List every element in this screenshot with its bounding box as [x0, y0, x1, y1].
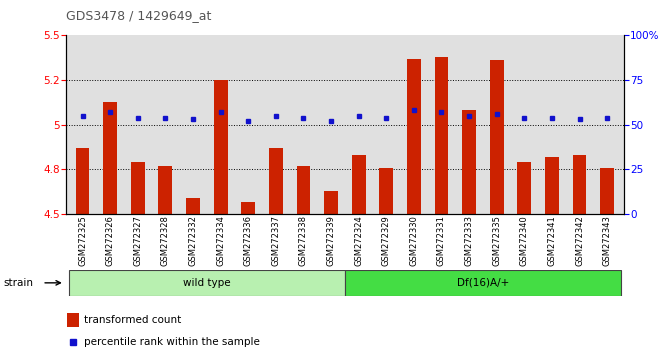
Text: GDS3478 / 1429649_at: GDS3478 / 1429649_at	[66, 9, 211, 22]
Text: GSM272342: GSM272342	[575, 215, 584, 266]
Text: GSM272339: GSM272339	[327, 215, 335, 266]
Text: GSM272343: GSM272343	[603, 215, 612, 266]
Bar	[214, 80, 228, 214]
Text: GSM272337: GSM272337	[271, 215, 280, 266]
Text: wild type: wild type	[183, 278, 230, 288]
Bar	[352, 155, 366, 214]
Bar	[545, 157, 559, 214]
Text: GSM272331: GSM272331	[437, 215, 446, 266]
Text: GSM272325: GSM272325	[78, 215, 87, 266]
Bar	[379, 168, 393, 214]
Text: GSM272338: GSM272338	[299, 215, 308, 266]
Bar	[131, 162, 145, 214]
Bar	[490, 61, 504, 214]
Bar	[76, 148, 90, 214]
Bar	[324, 191, 338, 214]
Bar	[296, 166, 310, 214]
Text: GSM272334: GSM272334	[216, 215, 225, 266]
Text: GSM272335: GSM272335	[492, 215, 501, 266]
Text: GSM272340: GSM272340	[520, 215, 529, 266]
Bar	[517, 162, 531, 214]
Bar	[269, 148, 282, 214]
Text: Df(16)A/+: Df(16)A/+	[457, 278, 509, 288]
Bar	[186, 198, 200, 214]
Text: GSM272328: GSM272328	[161, 215, 170, 266]
Bar	[407, 59, 421, 214]
Text: GSM272336: GSM272336	[244, 215, 253, 266]
Text: GSM272333: GSM272333	[465, 215, 474, 266]
Text: GSM272329: GSM272329	[381, 215, 391, 266]
Text: strain: strain	[3, 278, 33, 288]
Text: GSM272330: GSM272330	[409, 215, 418, 266]
Bar	[69, 270, 345, 296]
Bar	[345, 270, 621, 296]
Bar	[158, 166, 172, 214]
Bar	[103, 102, 117, 214]
Bar	[242, 202, 255, 214]
Bar	[462, 110, 476, 214]
Text: percentile rank within the sample: percentile rank within the sample	[84, 337, 260, 347]
Text: GSM272341: GSM272341	[547, 215, 556, 266]
Bar	[67, 313, 79, 327]
Text: transformed count: transformed count	[84, 314, 182, 325]
Text: GSM272326: GSM272326	[106, 215, 115, 266]
Bar	[573, 155, 587, 214]
Text: GSM272332: GSM272332	[189, 215, 197, 266]
Bar	[600, 168, 614, 214]
Text: GSM272324: GSM272324	[354, 215, 363, 266]
Bar	[434, 57, 448, 214]
Text: GSM272327: GSM272327	[133, 215, 143, 266]
